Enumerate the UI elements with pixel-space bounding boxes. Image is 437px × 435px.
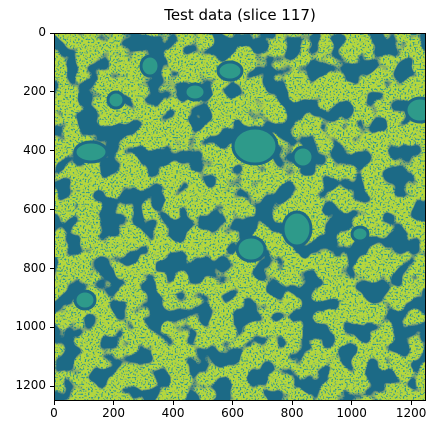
- organelle-blob: [139, 54, 161, 78]
- organelle-blob: [350, 225, 370, 243]
- organelle-blob: [183, 82, 207, 102]
- y-tick-mark: [50, 326, 54, 328]
- organelle-blob: [231, 126, 279, 166]
- y-tick-mark: [50, 268, 54, 270]
- y-tick-label: 600: [23, 201, 46, 216]
- x-tick-mark: [53, 401, 55, 405]
- organelle-blob: [291, 145, 315, 169]
- figure-title: Test data (slice 117): [164, 6, 316, 24]
- y-tick-mark: [50, 150, 54, 152]
- x-tick-label: 1000: [336, 406, 367, 420]
- x-tick-label: 400: [161, 406, 185, 420]
- x-tick-mark: [113, 401, 115, 405]
- y-tick-label: 1000: [15, 319, 46, 334]
- x-tick-label: 1200: [395, 406, 427, 420]
- x-tick-mark: [291, 401, 293, 405]
- organelle-blob: [73, 140, 109, 164]
- y-tick-mark: [50, 385, 54, 387]
- y-tick-label: 200: [23, 83, 46, 98]
- y-tick-label: 400: [23, 142, 46, 157]
- y-tick-label: 0: [38, 25, 46, 39]
- x-tick-mark: [351, 401, 353, 405]
- x-tick-label: 0: [50, 406, 58, 420]
- organelle-blob: [73, 289, 97, 311]
- y-tick-label: 1200: [15, 378, 46, 393]
- x-tick-label: 200: [102, 406, 125, 420]
- y-tick-mark: [50, 32, 54, 34]
- x-tick-mark: [172, 401, 174, 405]
- organelle-blob: [216, 60, 244, 82]
- organelle-blob: [281, 210, 313, 248]
- x-tick-label: 600: [221, 406, 244, 420]
- y-tick-mark: [50, 91, 54, 93]
- cell-texture: [55, 34, 425, 400]
- x-tick-mark: [232, 401, 234, 405]
- organelle-blob: [404, 96, 425, 124]
- organelle-blob: [106, 90, 126, 110]
- y-tick-label: 800: [23, 260, 46, 275]
- x-tick-label: 800: [280, 406, 304, 420]
- image-panel: [54, 33, 426, 401]
- em-slice-image: [55, 34, 425, 400]
- x-tick-mark: [410, 401, 412, 405]
- y-tick-mark: [50, 209, 54, 211]
- organelle-blob: [235, 235, 267, 263]
